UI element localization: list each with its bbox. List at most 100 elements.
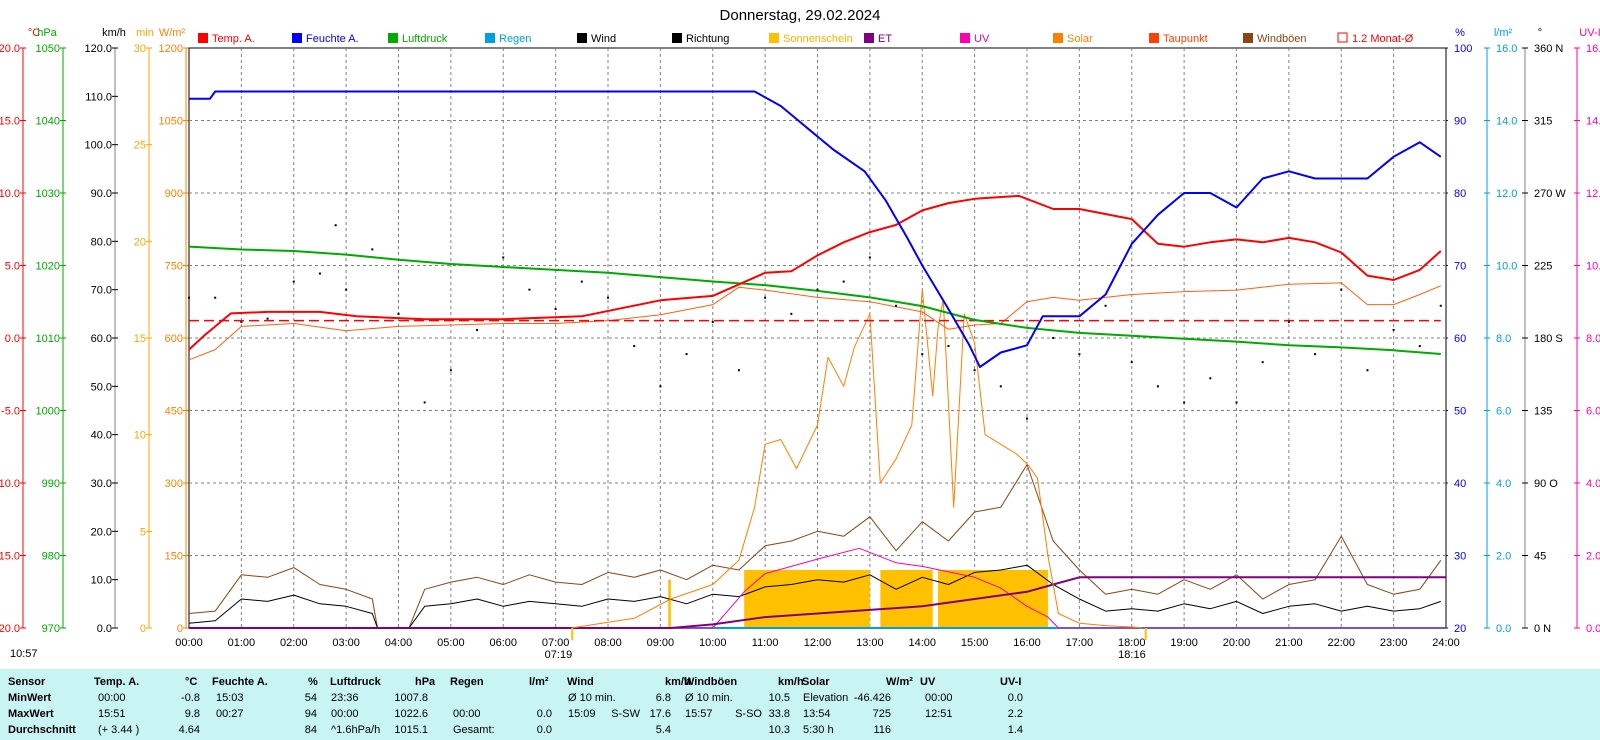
- axis-tick-label: 1030: [36, 188, 60, 200]
- direction-point: [476, 328, 479, 331]
- direction-point: [423, 401, 426, 404]
- x-tick-label: 19:00: [1170, 637, 1198, 649]
- axis-unit-label: UV-I: [1579, 27, 1600, 39]
- direction-point: [999, 385, 1002, 388]
- direction-point: [1078, 353, 1081, 356]
- summary-cell-uv-val: 1.4: [1007, 724, 1023, 736]
- axis-tick-label: 100: [1454, 43, 1472, 55]
- axis-tick-label: 4.0: [1586, 478, 1600, 490]
- summary-cell-rain-time: 00:00: [453, 708, 481, 720]
- axis-tick-label: 750: [165, 261, 183, 273]
- direction-point: [1392, 328, 1395, 331]
- legend: Temp. A. Feuchte A. Luftdruck Regen Wind Rich…: [198, 32, 1414, 45]
- axis-tick-label: 4.0: [1496, 478, 1511, 490]
- legend-label: Luftdruck: [402, 33, 448, 45]
- summary-cell-rain-val: 0.0: [536, 724, 552, 736]
- sunset-label: 18:16: [1118, 649, 1146, 661]
- axis-tick-label: 40.0: [91, 430, 112, 442]
- x-tick-label: 20:00: [1223, 637, 1251, 649]
- summary-col-header: Solar: [802, 676, 830, 688]
- axis-tick-label: 90: [1454, 116, 1466, 128]
- direction-point: [1209, 377, 1212, 380]
- axis-tick-label: 10.0: [91, 575, 112, 587]
- direction-point: [345, 288, 348, 291]
- x-tick-label: 09:00: [647, 637, 675, 649]
- summary-cell-gust-val: 33.8: [768, 708, 790, 720]
- direction-point: [842, 280, 845, 283]
- axis-tick-label: 40: [1454, 478, 1466, 490]
- x-tick-label: 08:00: [594, 637, 622, 649]
- x-tick-label: 13:00: [856, 637, 884, 649]
- axis-tick-label: 1050: [159, 116, 183, 128]
- summary-cell-wind-val: 17.6: [649, 708, 671, 720]
- direction-point: [1156, 385, 1159, 388]
- axis-tick-label: -10.0: [0, 478, 20, 490]
- axis-unit-label: °C: [28, 27, 40, 39]
- direction-point: [371, 248, 374, 251]
- sunshine-bar: [744, 570, 870, 628]
- legend-label: Wind: [591, 33, 616, 45]
- x-tick-label: 17:00: [1066, 637, 1094, 649]
- direction-point: [607, 296, 609, 299]
- direction-point: [790, 312, 793, 315]
- summary-col-header: Feuchte A.: [212, 676, 268, 688]
- axis-tick-label: 100.0: [84, 140, 112, 152]
- axis-tick-label: 2.0: [1586, 551, 1600, 563]
- summary-col-header: km/h: [778, 676, 804, 688]
- summary-cell-gust-label: Ø 10 min.: [685, 692, 733, 704]
- axis-tick-label: 20.0: [0, 43, 20, 55]
- summary-cell-rain-val: 0.0: [536, 708, 552, 720]
- summary-cell-wind-label: Ø 10 min.: [568, 692, 616, 704]
- summary-col-header: Windböen: [684, 676, 738, 688]
- axis-tick-label: 970: [42, 623, 60, 635]
- legend-swatch: [1337, 32, 1348, 43]
- axis-unit-label: km/h: [102, 27, 126, 39]
- x-tick-label: 22:00: [1327, 637, 1355, 649]
- direction-point: [1439, 304, 1442, 307]
- direction-point: [334, 224, 337, 227]
- summary-cell-gust-val: 10.5: [768, 692, 790, 704]
- axis-tick-label: 90 O: [1534, 478, 1558, 490]
- summary-cell-gust-label: 15:57: [685, 708, 713, 720]
- summary-col-header: l/m²: [529, 676, 549, 688]
- summary-col-header: Regen: [450, 676, 484, 688]
- summary-cell-hum-val: 84: [304, 724, 317, 736]
- axis-tick-label: 120.0: [84, 43, 112, 55]
- x-tick-label: 23:00: [1380, 637, 1408, 649]
- axis-unit-label: min: [136, 27, 154, 39]
- direction-point: [318, 272, 321, 275]
- direction-point: [1418, 345, 1421, 348]
- axis-tick-label: 1020: [36, 261, 60, 273]
- x-tick-label: 07:00: [542, 637, 570, 649]
- direction-point: [1340, 288, 1343, 291]
- summary-cell-temp-time: (+ 3.44 ): [98, 724, 140, 736]
- axis-tick-label: 300: [165, 478, 183, 490]
- summary-col-header: Sensor: [8, 676, 46, 688]
- axis-tick-label: 20: [1454, 623, 1466, 635]
- axis-tick-label: 1010: [36, 333, 60, 345]
- axis-tick-label: 16.0: [1586, 43, 1600, 55]
- axis-tick-label: 450: [165, 406, 183, 418]
- direction-point: [1130, 361, 1133, 364]
- summary-cell-press-val: 1022.6: [394, 708, 428, 720]
- axis-tick-label: 360 N: [1534, 43, 1563, 55]
- summary-cell-solar-label: Elevation: [803, 692, 849, 704]
- series-line-taupunkt: [188, 282, 1441, 361]
- x-tick-label: 21:00: [1275, 637, 1303, 649]
- x-tick-label: 15:00: [961, 637, 989, 649]
- summary-cell-temp-time: 00:00: [98, 692, 126, 704]
- axis-tick-label: 10: [134, 430, 146, 442]
- axis-tick-label: 45: [1534, 551, 1546, 563]
- summary-cell-temp-val: -0.8: [181, 692, 200, 704]
- axis-tick-label: 1000: [36, 406, 60, 418]
- x-tick-label: 04:00: [385, 637, 413, 649]
- axis-tick-label: 2.0: [1496, 551, 1511, 563]
- summary-cell-label: Durchschnitt: [8, 724, 76, 736]
- x-tick-label: 18:00: [1118, 637, 1146, 649]
- direction-point: [685, 353, 688, 356]
- direction-point: [737, 369, 740, 372]
- axis-tick-label: 16.0: [1496, 43, 1517, 55]
- plot-area: [188, 90, 1446, 629]
- legend-swatch: [292, 33, 302, 43]
- chart-title: Donnerstag, 29.02.2024: [720, 7, 881, 24]
